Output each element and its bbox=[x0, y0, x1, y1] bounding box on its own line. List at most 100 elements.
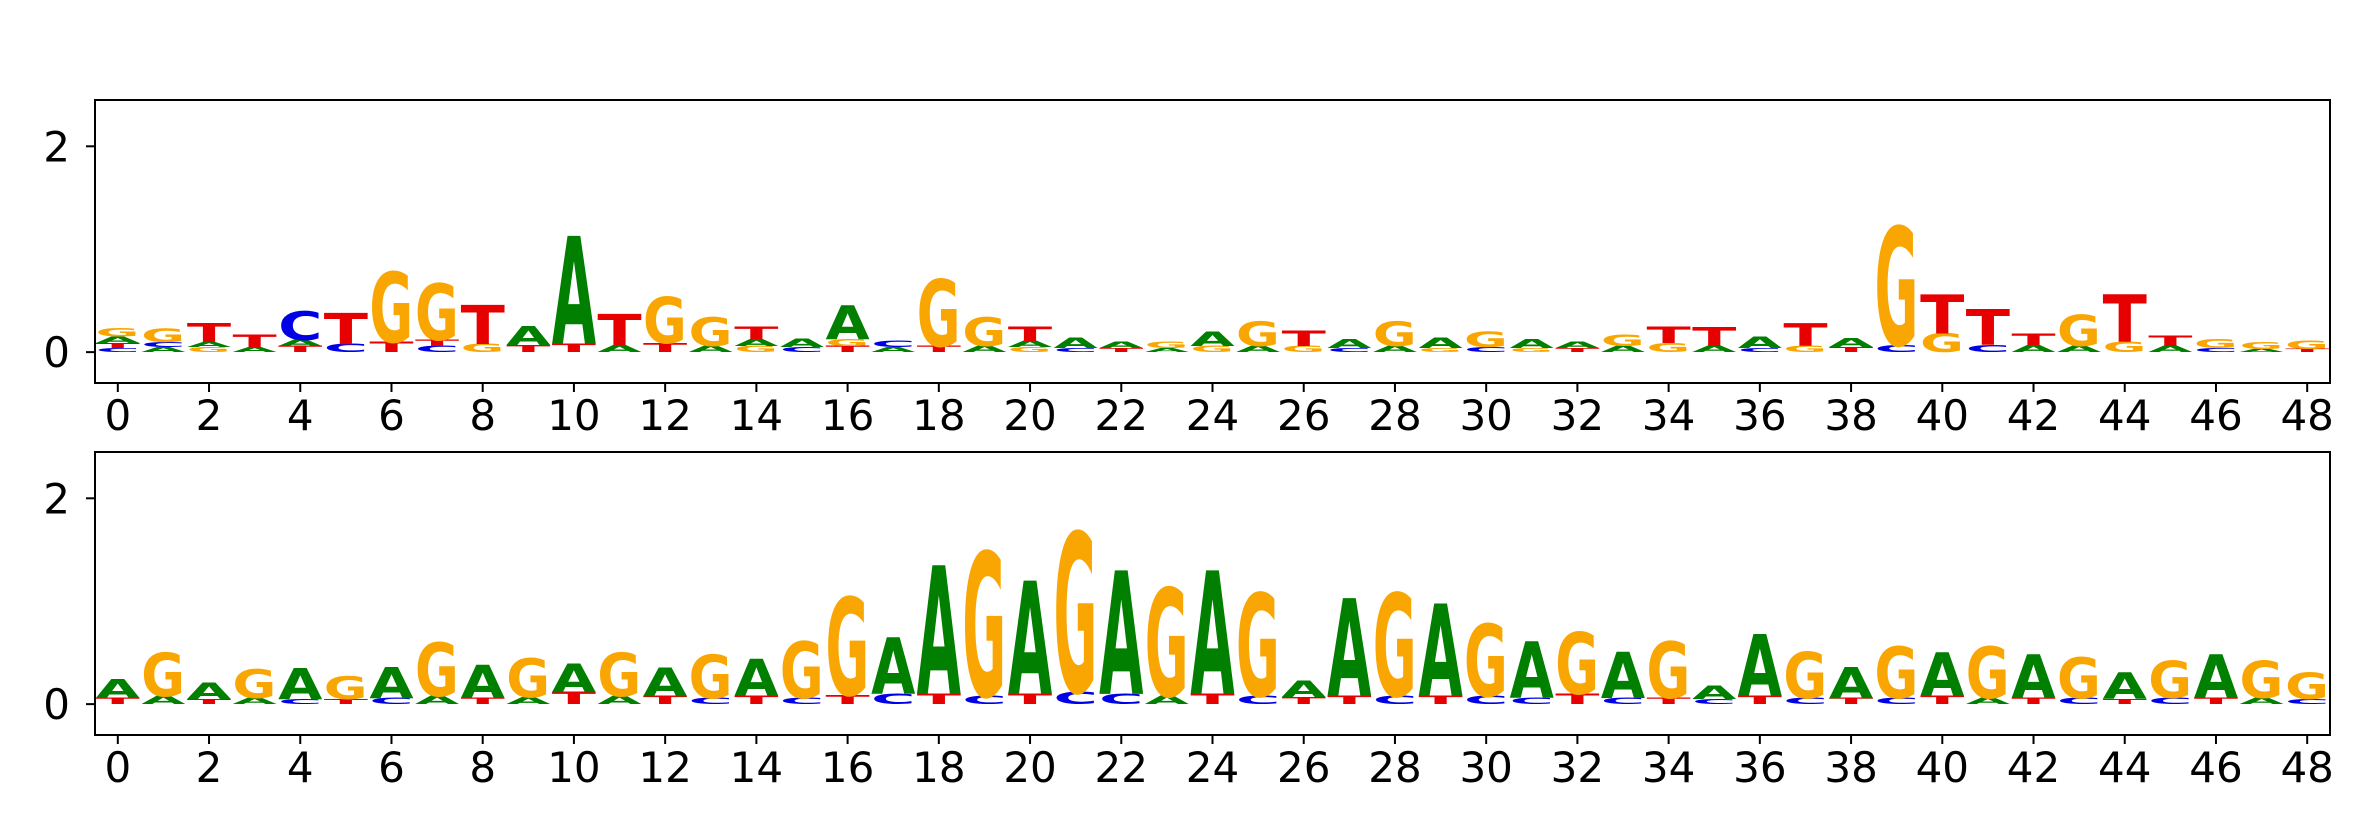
logo-letter-G: G bbox=[2239, 652, 2283, 711]
x-tick-label: 36 bbox=[1733, 743, 1786, 792]
x-tick-label: 26 bbox=[1277, 391, 1330, 440]
logo-letter-G: G bbox=[1966, 632, 2010, 714]
x-tick-label: 14 bbox=[730, 743, 783, 792]
logo-letter-C: C bbox=[871, 691, 915, 707]
logo-letter-A: A bbox=[1054, 335, 1099, 352]
logo-letter-G: G bbox=[324, 671, 368, 707]
logo-letter-G: G bbox=[2057, 646, 2101, 712]
logo-letter-G: G bbox=[1555, 615, 1599, 714]
logo-letter-A: A bbox=[233, 346, 278, 354]
x-tick-label: 0 bbox=[104, 391, 131, 440]
logo-letter-C: C bbox=[2057, 696, 2101, 706]
logo-letter-T: T bbox=[233, 332, 278, 352]
logo-letter-A: A bbox=[825, 297, 870, 351]
logo-letter-A: A bbox=[1190, 328, 1234, 351]
logo-letter-T: T bbox=[461, 696, 506, 706]
logo-letter-C: C bbox=[1054, 689, 1098, 709]
logo-letter-A: A bbox=[2239, 348, 2284, 353]
logo-letter-C: C bbox=[278, 698, 322, 706]
x-tick-label: 44 bbox=[2098, 743, 2151, 792]
logo-letter-G: G bbox=[1920, 328, 1964, 358]
x-tick-label: 46 bbox=[2189, 743, 2242, 792]
x-tick-label: 6 bbox=[378, 743, 405, 792]
logo-letter-T: T bbox=[1555, 347, 1600, 354]
logo-letter-G: G bbox=[187, 346, 231, 354]
logo-letter-G: G bbox=[461, 342, 505, 355]
logo-letter-G: G bbox=[780, 626, 824, 717]
logo-letter-T: T bbox=[1555, 691, 1599, 708]
logo-letter-G: G bbox=[2285, 339, 2329, 352]
logo-letter-C: C bbox=[369, 696, 413, 706]
logo-letter-T: T bbox=[187, 698, 232, 706]
x-tick-label: 8 bbox=[469, 743, 496, 792]
logo-letter-T: T bbox=[2148, 333, 2192, 350]
logo-letter-T: T bbox=[1647, 322, 1691, 348]
logo-letter-T: T bbox=[917, 691, 961, 708]
logo-letter-C: C bbox=[1875, 343, 1919, 354]
x-tick-label: 10 bbox=[547, 391, 600, 440]
logo-letter-G: G bbox=[1145, 560, 1189, 732]
logo-letter-C: C bbox=[871, 339, 915, 349]
logo-letter-G: G bbox=[1510, 347, 1554, 354]
logo-letter-T: T bbox=[1920, 694, 1965, 707]
logo-letter-A: A bbox=[1418, 335, 1463, 352]
logo-letter-T: T bbox=[1829, 696, 1874, 706]
x-tick-label: 44 bbox=[2098, 391, 2151, 440]
logo-letter-T: T bbox=[1282, 695, 1327, 706]
logo-letter-C: C bbox=[780, 696, 824, 706]
logo-letter-A: A bbox=[780, 337, 824, 350]
x-tick-label: 48 bbox=[2280, 391, 2333, 440]
logo-letter-T: T bbox=[1327, 694, 1372, 707]
x-tick-label: 38 bbox=[1824, 743, 1877, 792]
logo-letter-C: C bbox=[1236, 694, 1280, 707]
logo-letter-T: T bbox=[278, 344, 323, 354]
logo-letter-A: A bbox=[415, 694, 459, 707]
logo-letter-A: A bbox=[1145, 347, 1190, 354]
logo-letter-A: A bbox=[141, 346, 186, 354]
logo-letter-T: T bbox=[552, 689, 597, 709]
logo-letter-G: G bbox=[1875, 196, 1919, 384]
x-tick-label: 46 bbox=[2189, 391, 2242, 440]
logo-letter-G: G bbox=[1601, 332, 1645, 350]
x-tick-label: 14 bbox=[730, 391, 783, 440]
logo-letter-A: A bbox=[96, 675, 140, 704]
x-tick-label: 22 bbox=[1095, 743, 1148, 792]
logo-letter-T: T bbox=[461, 295, 506, 357]
logo-letter-G: G bbox=[1282, 344, 1326, 354]
x-tick-label: 42 bbox=[2007, 391, 2060, 440]
logo-letter-A: A bbox=[552, 655, 596, 702]
x-tick-label: 16 bbox=[821, 743, 874, 792]
logo-letter-T: T bbox=[734, 694, 779, 707]
logo-letter-G: G bbox=[233, 662, 277, 708]
logo-letter-A: A bbox=[461, 657, 505, 710]
logo-letter-C: C bbox=[780, 346, 824, 354]
logo-letter-C: C bbox=[1099, 691, 1143, 707]
x-tick-label: 28 bbox=[1368, 391, 1421, 440]
logo-letter-C: C bbox=[1692, 698, 1736, 706]
logo-letter-G: G bbox=[1236, 315, 1280, 354]
logo-letter-A: A bbox=[2011, 643, 2055, 712]
x-tick-label: 48 bbox=[2280, 743, 2333, 792]
logo-letter-A: A bbox=[278, 659, 322, 709]
logo-letter-T: T bbox=[1920, 285, 1965, 347]
x-tick-label: 24 bbox=[1186, 391, 1239, 440]
logo-letter-A: A bbox=[734, 649, 778, 708]
logo-letter-A: A bbox=[1282, 677, 1327, 703]
x-tick-label: 26 bbox=[1277, 743, 1330, 792]
logo-letter-G: G bbox=[1054, 488, 1098, 744]
logo-letter-G: G bbox=[1373, 315, 1417, 354]
x-tick-label: 34 bbox=[1642, 391, 1695, 440]
x-tick-label: 8 bbox=[469, 391, 496, 440]
logo-letter-G: G bbox=[597, 642, 641, 710]
logo-letter-G: G bbox=[415, 628, 459, 714]
x-tick-label: 22 bbox=[1095, 391, 1148, 440]
logo-letter-T: T bbox=[734, 323, 779, 343]
logo-letter-A: A bbox=[552, 208, 596, 380]
logo-letter-T: T bbox=[187, 318, 232, 348]
logo-letter-C: C bbox=[1327, 347, 1371, 354]
logo-letter-A: A bbox=[689, 344, 734, 354]
logo-letter-A: A bbox=[1510, 336, 1554, 351]
logo-letter-G: G bbox=[2103, 339, 2147, 355]
logo-letter-A: A bbox=[1738, 334, 1783, 352]
